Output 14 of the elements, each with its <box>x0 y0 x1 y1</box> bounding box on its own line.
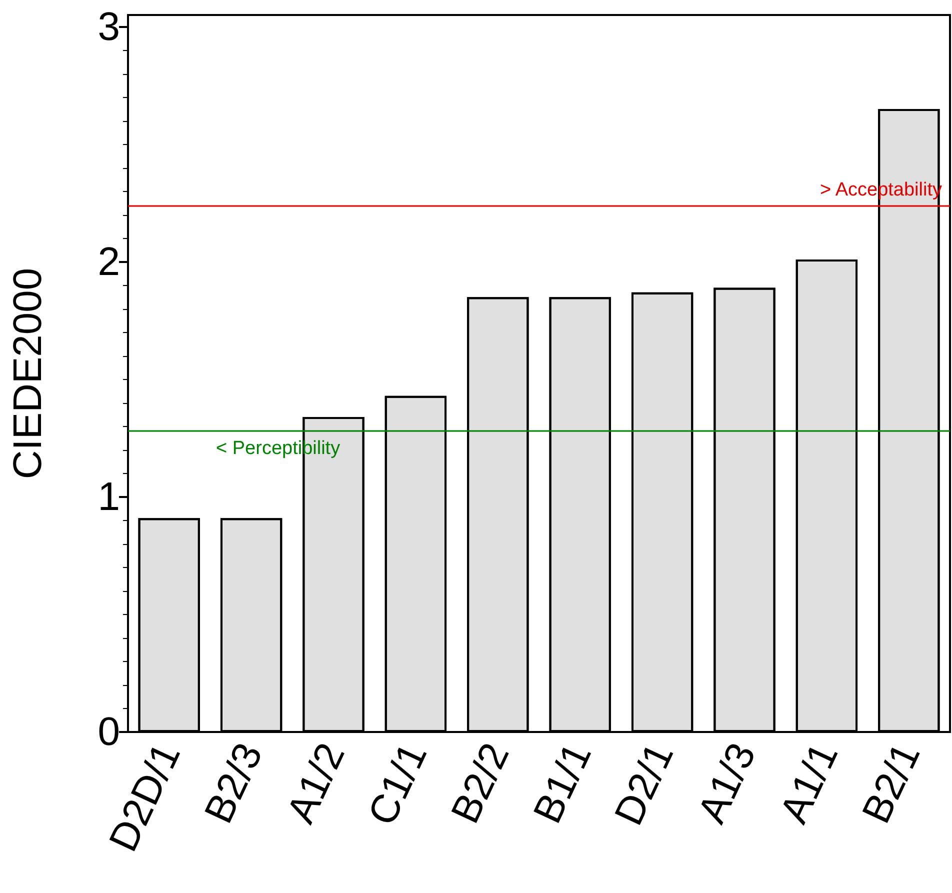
y-tick-label: 1 <box>98 474 120 519</box>
x-tick-label: B2/2 <box>443 736 518 830</box>
x-tick-label: C1/1 <box>360 736 436 832</box>
y-axis-title: CIEDE2000 <box>6 268 50 480</box>
x-tick-label: A1/3 <box>690 736 764 830</box>
y-tick-label: 2 <box>98 240 120 284</box>
x-tick-label: B1/1 <box>525 736 600 830</box>
x-tick-label: A1/1 <box>772 736 847 830</box>
x-tick-label: A1/2 <box>278 736 354 830</box>
y-tick-label: 3 <box>98 4 120 49</box>
y-tick-label: 0 <box>98 710 120 754</box>
x-tick-label: D2/1 <box>606 736 682 832</box>
x-tick-label: B2/1 <box>854 736 929 830</box>
x-tick-label: B2/3 <box>196 736 272 830</box>
